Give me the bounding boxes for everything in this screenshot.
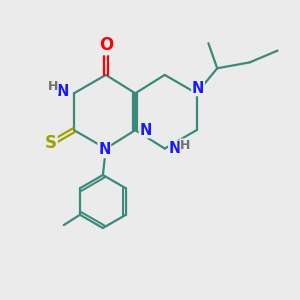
- Text: H: H: [180, 139, 190, 152]
- Text: N: N: [98, 142, 110, 158]
- Text: N: N: [57, 84, 69, 99]
- Text: O: O: [99, 37, 113, 55]
- Text: N: N: [192, 80, 204, 95]
- Text: S: S: [45, 134, 57, 152]
- Text: H: H: [48, 80, 58, 93]
- Text: N: N: [169, 141, 181, 156]
- Text: N: N: [140, 123, 152, 138]
